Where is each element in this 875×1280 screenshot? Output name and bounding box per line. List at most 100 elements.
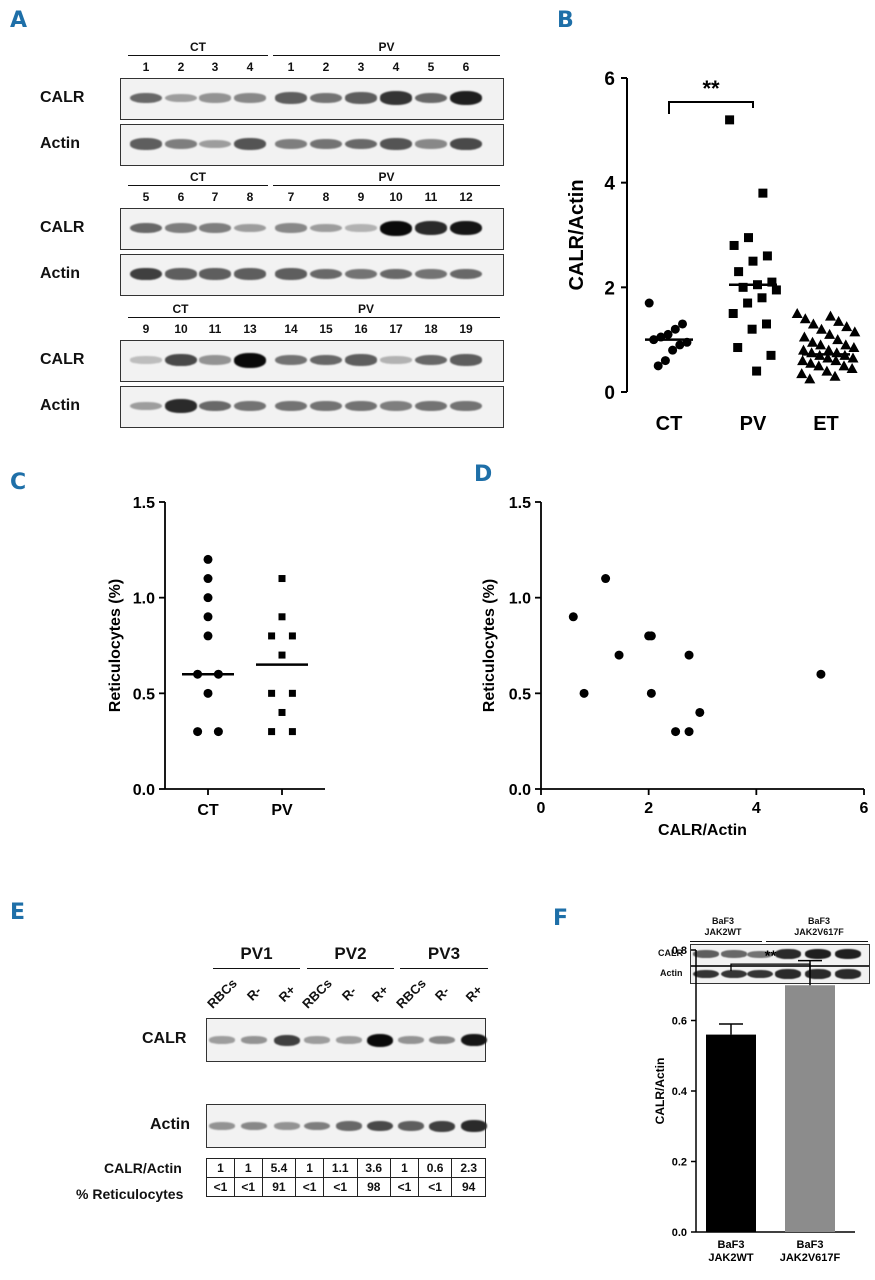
data-point — [278, 575, 286, 583]
data-point — [766, 350, 776, 360]
lane-number: 8 — [246, 190, 254, 204]
row-label-calr: CALR — [658, 948, 683, 958]
data-point — [663, 329, 673, 339]
table-cell: 0.6 — [417, 1158, 453, 1178]
significance-marker: ** — [702, 76, 720, 101]
lane-label: RBCs — [393, 975, 429, 1012]
y-axis-label: CALR/Actin — [653, 1058, 667, 1125]
lane-number: 15 — [319, 322, 333, 336]
blot-band — [380, 400, 412, 412]
data-point — [695, 707, 705, 717]
data-point — [816, 669, 826, 679]
x-axis-label: CALR/Actin — [658, 822, 747, 839]
table-cell: <1 — [295, 1177, 324, 1197]
blot-band — [415, 354, 447, 366]
group-label-line: BaF3 — [807, 916, 830, 926]
data-point — [799, 313, 811, 324]
row-label-actin: Actin — [40, 265, 80, 282]
data-point — [646, 688, 656, 698]
lane-number: 3 — [357, 60, 365, 74]
data-point — [684, 650, 694, 660]
y-axis-label: CALR/Actin — [566, 179, 588, 290]
y-tick-label: 1.0 — [133, 591, 155, 608]
blot-band — [199, 222, 231, 234]
lane-label: R+ — [275, 982, 299, 1005]
blot-band — [805, 969, 831, 979]
group-underline — [273, 55, 500, 56]
blot-band — [234, 352, 266, 368]
blot-band — [274, 1122, 300, 1130]
x-tick-label: BaF3 — [797, 1239, 824, 1251]
group-underline — [128, 185, 268, 186]
blot-band — [275, 268, 307, 280]
blot-band — [380, 220, 412, 236]
blot-band — [336, 1121, 362, 1131]
row-label-calr: CALR — [40, 219, 85, 236]
x-tick-label: JAK2V617F — [780, 1252, 841, 1264]
blot-band — [775, 949, 801, 959]
blot-band — [461, 1120, 487, 1132]
blot-band — [199, 355, 231, 365]
x-tick-label: 2 — [644, 800, 653, 817]
blot-band — [450, 268, 482, 280]
data-point — [796, 368, 808, 379]
data-point — [797, 355, 809, 366]
bar — [785, 985, 835, 1232]
data-point — [278, 708, 286, 716]
data-point — [738, 282, 748, 292]
table-cell: <1 — [233, 1177, 263, 1197]
data-point — [268, 632, 276, 640]
data-point — [830, 355, 842, 366]
blot-band — [165, 268, 197, 280]
data-point — [815, 339, 827, 350]
data-point — [653, 361, 663, 371]
blot-band — [165, 353, 197, 367]
x-tick-label: 4 — [752, 800, 761, 817]
data-point — [646, 631, 656, 641]
data-point — [268, 689, 276, 697]
data-point — [848, 342, 860, 353]
row-label-calr: CALR — [142, 1030, 187, 1047]
data-point — [743, 298, 753, 308]
blot-band — [234, 268, 266, 280]
data-point — [824, 328, 836, 339]
blot-band — [241, 1036, 267, 1044]
lane-number: 12 — [459, 190, 473, 204]
table-row: <1 <1 91 <1 <1 98 <1 <1 94 — [206, 1177, 486, 1197]
blot-band — [415, 400, 447, 412]
table-row-label-calr-actin: CALR/Actin — [104, 1160, 182, 1176]
data-point — [762, 251, 772, 261]
bar — [706, 1034, 756, 1232]
data-point — [846, 362, 858, 373]
panel-letter-e: E — [10, 900, 26, 925]
blot-band — [130, 267, 162, 281]
blot-band — [415, 268, 447, 280]
blot-band — [775, 969, 801, 979]
blot-band — [130, 92, 162, 104]
data-point — [675, 340, 685, 350]
x-tick-label: 6 — [860, 800, 869, 817]
blot-band — [380, 268, 412, 280]
x-tick-label: ET — [813, 413, 839, 435]
blot-band — [130, 222, 162, 234]
y-tick-label: 0 — [604, 383, 615, 404]
blot-band — [304, 1121, 330, 1131]
data-point — [752, 366, 762, 376]
group-underline — [128, 55, 268, 56]
blot-band — [805, 949, 831, 959]
blot-band — [345, 400, 377, 412]
x-tick-label: CT — [197, 802, 219, 819]
data-point — [203, 688, 213, 698]
panel-letter-d: D — [474, 462, 493, 487]
data-point — [748, 256, 758, 266]
blot-band — [165, 399, 197, 413]
blot-band — [165, 93, 197, 103]
table-cell: <1 — [206, 1177, 235, 1197]
blot-band — [380, 138, 412, 150]
lane-number: 1 — [287, 60, 295, 74]
group-label-jak2wt: BaF3 JAK2WT — [688, 916, 758, 938]
blot-band — [241, 1121, 267, 1131]
y-tick-label: 6 — [604, 69, 615, 90]
data-point — [758, 188, 768, 198]
blot-band — [345, 138, 377, 150]
